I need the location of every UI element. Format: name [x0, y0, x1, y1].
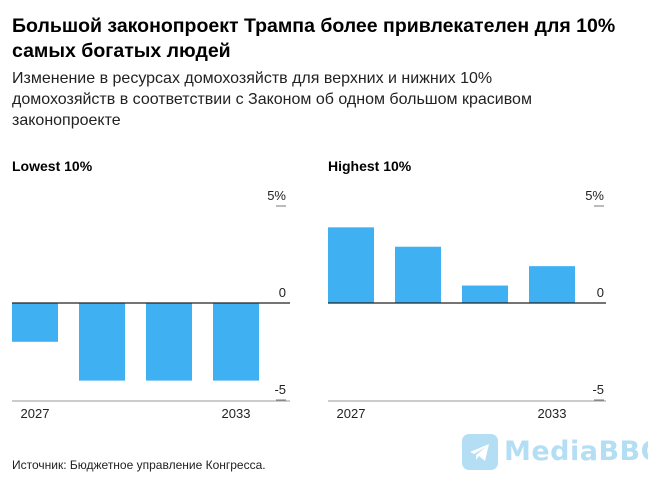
bar	[12, 303, 58, 342]
y-tick-label: -5	[274, 382, 286, 397]
bar	[79, 303, 125, 381]
source-note: Источник: Бюджетное управление Конгресса…	[12, 458, 266, 472]
chart-subtitle: Изменение в ресурсах домохозяйств для ве…	[12, 70, 532, 129]
y-tick-label: 5%	[267, 188, 286, 203]
panel-title-lowest: Lowest 10%	[12, 158, 93, 174]
bar	[213, 303, 259, 381]
x-tick-label: 2027	[21, 406, 50, 421]
bar	[395, 246, 441, 303]
bar	[328, 227, 374, 303]
bar	[462, 285, 508, 303]
x-tick-label: 2027	[337, 406, 366, 421]
y-tick-label: 0	[597, 285, 604, 300]
y-tick-label: -5	[592, 382, 604, 397]
panel-title-highest: Highest 10%	[328, 158, 412, 174]
telegram-logo-icon	[462, 434, 498, 470]
x-tick-label: 2033	[538, 406, 567, 421]
y-tick-label: 0	[279, 285, 286, 300]
y-tick-label: 5%	[585, 188, 604, 203]
bar	[146, 303, 192, 381]
watermark-text: MediaBBG	[504, 436, 648, 467]
chart-title: Большой законопроект Трампа более привле…	[12, 15, 616, 62]
bar	[529, 266, 575, 303]
mediabbg-watermark: MediaBBG	[462, 434, 648, 470]
x-tick-label: 2033	[222, 406, 251, 421]
